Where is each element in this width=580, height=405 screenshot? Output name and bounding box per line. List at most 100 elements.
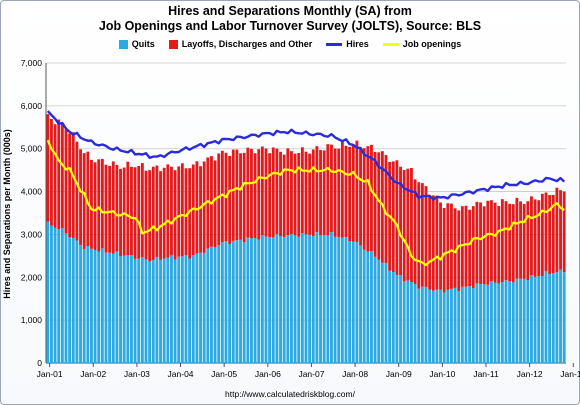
legend-item-layoffs: Layoffs, Discharges and Other [168, 39, 312, 49]
bar-layoffs [60, 123, 64, 229]
y-tick-label: 4,000 [21, 187, 43, 197]
bar-quits [279, 236, 282, 363]
legend-item-job-openings: Job openings [382, 39, 461, 49]
bar-layoffs [399, 166, 402, 276]
bar-layoffs [304, 151, 308, 235]
bar-quits [304, 234, 308, 363]
bar-layoffs [548, 195, 552, 275]
bar-quits [322, 234, 326, 363]
bar-quits [417, 288, 421, 363]
bar-quits [220, 242, 224, 363]
bar-layoffs [206, 157, 210, 249]
bar-layoffs [119, 168, 122, 257]
x-tick-label: Jan-07 [298, 369, 324, 379]
bar-layoffs [140, 163, 144, 258]
bar-layoffs [235, 149, 239, 241]
line-hires [46, 110, 566, 201]
bar-layoffs [391, 161, 395, 272]
bar-quits [413, 284, 417, 363]
bar-quits [435, 289, 439, 363]
x-tick-label: Jan-06 [255, 369, 281, 379]
bar-quits [468, 286, 472, 363]
bar-layoffs [246, 147, 250, 238]
bar-layoffs [351, 144, 355, 242]
bar-quits [71, 237, 75, 363]
bar-quits [90, 248, 93, 363]
bar-layoffs [395, 160, 399, 275]
x-tick-label: Jan-08 [342, 369, 368, 379]
bar-layoffs [282, 154, 286, 238]
bar-layoffs [522, 203, 526, 279]
bar-quits [137, 258, 141, 363]
bar-layoffs [173, 170, 177, 260]
bar-quits [60, 228, 64, 363]
bar-layoffs [340, 141, 344, 238]
bar-layoffs [479, 202, 482, 285]
bar-quits [559, 269, 562, 363]
bar-quits [104, 252, 108, 363]
bar-layoffs [471, 206, 475, 289]
bar-layoffs [57, 119, 61, 230]
bar-layoffs [500, 199, 504, 282]
bar-layoffs [130, 166, 133, 256]
bar-layoffs [460, 206, 464, 287]
x-tick-label: Jan-02 [80, 369, 106, 379]
bar-layoffs [195, 161, 199, 254]
bar-quits [315, 231, 319, 363]
bar-quits [340, 237, 344, 363]
bar-layoffs [148, 170, 152, 262]
bar-layoffs [377, 152, 381, 260]
bar-layoffs [184, 168, 188, 256]
bar-quits [333, 236, 337, 363]
bar-quits [551, 273, 555, 363]
bar-layoffs [155, 165, 159, 257]
bar-quits [493, 282, 497, 363]
bar-quits [53, 227, 57, 363]
bar-layoffs [537, 200, 541, 277]
bar-layoffs [86, 151, 90, 247]
bar-layoffs [75, 141, 79, 241]
x-tick-label: Jan-05 [211, 369, 237, 379]
bar-quits [399, 275, 402, 363]
bar-quits [100, 248, 104, 363]
bar-quits [453, 287, 457, 363]
y-tick-label: 0 [37, 358, 42, 368]
bar-quits [402, 281, 406, 363]
bar-quits [115, 251, 119, 363]
bar-layoffs [428, 196, 432, 290]
bar-layoffs [268, 153, 272, 238]
bar-layoffs [453, 208, 457, 288]
bar-layoffs [290, 151, 293, 235]
bar-layoffs [446, 203, 450, 290]
bar-quits [355, 242, 359, 363]
bar-layoffs [482, 206, 486, 285]
x-tick-label: Jan-10 [429, 369, 455, 379]
x-tick-label: Jan-12 [517, 369, 543, 379]
x-tick-label: Jan-03 [124, 369, 150, 379]
bar-quits [210, 246, 213, 363]
bar-quits [500, 281, 504, 363]
bar-layoffs [64, 129, 68, 234]
bar-quits [330, 231, 333, 363]
bar-layoffs [177, 166, 181, 257]
bar-layoffs [348, 146, 352, 242]
bar-layoffs [68, 133, 72, 238]
bar-quits [253, 238, 257, 363]
bar-layoffs [286, 148, 290, 236]
y-tick-label: 6,000 [21, 101, 43, 111]
bar-quits [511, 282, 515, 363]
bar-quits [119, 256, 122, 363]
bar-layoffs [90, 160, 93, 249]
bar-quits [460, 286, 464, 363]
bar-quits [268, 237, 272, 363]
y-tick-label: 1,000 [21, 315, 43, 325]
bar-quits [184, 255, 188, 363]
x-tick-label: Jan-09 [386, 369, 412, 379]
bar-layoffs [319, 150, 322, 236]
bar-layoffs [413, 179, 417, 285]
bar-layoffs [468, 209, 472, 287]
legend-swatch-job-openings [382, 42, 399, 46]
bar-layoffs [271, 147, 275, 238]
bar-layoffs [511, 204, 515, 283]
bar-layoffs [239, 153, 242, 240]
